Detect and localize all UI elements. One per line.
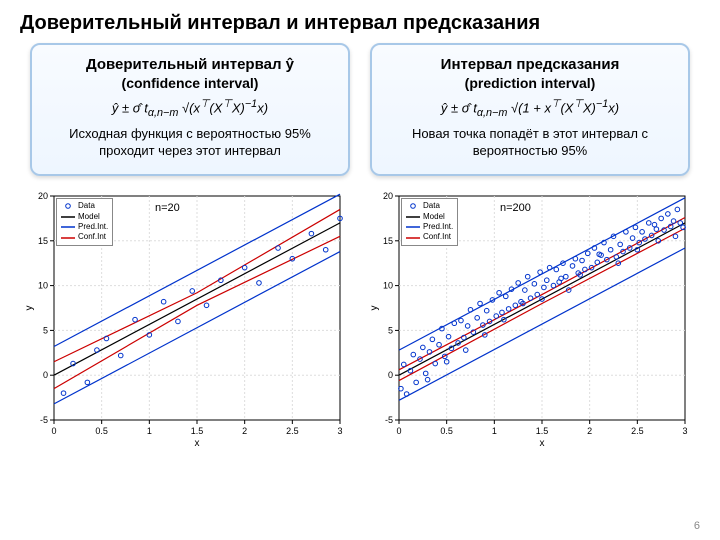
chart-left-n-label: n=20 — [155, 202, 180, 214]
svg-text:3: 3 — [682, 426, 687, 436]
svg-text:1: 1 — [147, 426, 152, 436]
panel-right-formula: ŷ ± σ̂ tα,n−m √(1 + x⊤(X⊤X)−1x) — [386, 97, 674, 119]
svg-text:20: 20 — [383, 191, 393, 201]
svg-text:0: 0 — [51, 426, 56, 436]
svg-text:0.5: 0.5 — [95, 426, 108, 436]
svg-text:5: 5 — [43, 326, 48, 336]
svg-text:1: 1 — [492, 426, 497, 436]
svg-text:2.5: 2.5 — [631, 426, 644, 436]
panel-left-title: Доверительный интервал ŷ — [46, 55, 334, 75]
svg-text:y: y — [369, 306, 380, 311]
panel-right-sub: (prediction interval) — [386, 75, 674, 91]
svg-text:10: 10 — [38, 281, 48, 291]
svg-text:0: 0 — [388, 370, 393, 380]
svg-text:-5: -5 — [40, 415, 48, 425]
svg-text:1.5: 1.5 — [536, 426, 549, 436]
main-title: Доверительный интервал и интервал предск… — [0, 0, 720, 43]
chart-right-wrap: DataModelPred.Int.Conf.Int n=200 0 0.5 1 1.… — [365, 190, 700, 450]
chart-left-wrap: DataModelPred.Int.Conf.Int n=20 0 0.5 1 1.5… — [20, 190, 355, 450]
svg-text:x: x — [540, 438, 545, 449]
charts-row: DataModelPred.Int.Conf.Int n=20 0 0.5 1 1.5… — [0, 176, 720, 450]
svg-text:-5: -5 — [385, 415, 393, 425]
svg-text:2: 2 — [242, 426, 247, 436]
panel-right-desc: Новая точка попадёт в этот интервал с ве… — [386, 126, 674, 160]
svg-text:0: 0 — [43, 370, 48, 380]
panel-left-sub: (confidence interval) — [46, 75, 334, 91]
svg-text:10: 10 — [383, 281, 393, 291]
chart-right-legend: DataModelPred.Int.Conf.Int — [401, 198, 458, 246]
svg-text:1.5: 1.5 — [191, 426, 204, 436]
svg-text:3: 3 — [337, 426, 342, 436]
chart-right-n-label: n=200 — [500, 202, 531, 214]
info-panels: Доверительный интервал ŷ (confidence int… — [0, 43, 720, 176]
svg-text:15: 15 — [38, 236, 48, 246]
panel-prediction: Интервал предсказания (prediction interv… — [370, 43, 690, 176]
chart-left-legend: DataModelPred.Int.Conf.Int — [56, 198, 113, 246]
svg-text:x: x — [195, 438, 200, 449]
svg-text:y: y — [24, 306, 35, 311]
svg-text:15: 15 — [383, 236, 393, 246]
panel-left-formula: ŷ ± σ̂ tα,n−m √(x⊤(X⊤X)−1x) — [46, 97, 334, 119]
svg-text:0: 0 — [396, 426, 401, 436]
panel-right-title: Интервал предсказания — [386, 55, 674, 75]
panel-confidence: Доверительный интервал ŷ (confidence int… — [30, 43, 350, 176]
svg-text:0.5: 0.5 — [440, 426, 453, 436]
page-number: 6 — [694, 520, 700, 532]
panel-left-desc: Исходная функция с вероятностью 95% прох… — [46, 126, 334, 160]
svg-text:2.5: 2.5 — [286, 426, 299, 436]
svg-text:2: 2 — [587, 426, 592, 436]
svg-text:20: 20 — [38, 191, 48, 201]
svg-text:5: 5 — [388, 326, 393, 336]
